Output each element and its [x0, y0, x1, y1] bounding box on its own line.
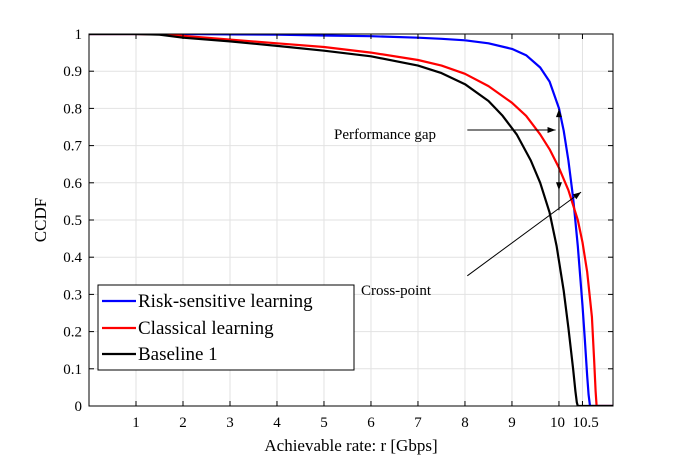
- gap-arrow-down-head: [555, 182, 562, 191]
- y-tick-label: 0.7: [63, 139, 82, 155]
- performance-gap-arrow-head: [547, 126, 556, 133]
- x-tick-label: 10.5: [572, 415, 598, 431]
- cross-point-arrow: [467, 191, 582, 277]
- x-tick-label: 5: [320, 415, 328, 431]
- y-tick-label: 0.6: [63, 176, 82, 192]
- x-tick-label: 10: [550, 415, 565, 431]
- x-axis-label: Achievable rate: r [Gbps]: [264, 436, 437, 455]
- x-tick-label: 2: [179, 415, 187, 431]
- y-tick-label: 1: [75, 27, 83, 43]
- series-line-1: [89, 34, 613, 406]
- y-tick-label: 0.5: [63, 213, 82, 229]
- x-tick-label: 9: [508, 415, 516, 431]
- series-line-0: [89, 34, 613, 406]
- legend-label-classical: Classical learning: [138, 318, 274, 339]
- x-tick-label: 3: [226, 415, 234, 431]
- x-axis-ticks: 1 2 3 4 5 6 7 8 9 10 10.5: [132, 34, 599, 431]
- legend: Risk-sensitive learning Classical learni…: [97, 284, 355, 371]
- y-axis-ticks: 0 0.1 0.2 0.3 0.4 0.5 0.6 0.7 0.8 0.9 1: [63, 27, 613, 415]
- y-tick-label: 0: [75, 399, 83, 415]
- legend-box: [97, 284, 355, 371]
- x-tick-label: 7: [414, 415, 422, 431]
- gap-arrow-up-head: [555, 109, 562, 118]
- annotation-performance-gap: Performance gap: [334, 127, 436, 143]
- y-tick-label: 0.4: [63, 250, 82, 266]
- legend-label-risk-sensitive: Risk-sensitive learning: [138, 291, 313, 312]
- cross-point-arrow-head: [572, 192, 582, 200]
- y-tick-label: 0.8: [63, 101, 82, 117]
- x-tick-label: 6: [367, 415, 375, 431]
- x-tick-label: 1: [132, 415, 140, 431]
- series-layer: [89, 34, 613, 406]
- y-tick-label: 0.2: [63, 325, 82, 341]
- y-tick-label: 0.1: [63, 362, 82, 378]
- y-axis-label: CCDF: [31, 198, 50, 242]
- series-line-2: [89, 34, 613, 406]
- y-tick-label: 0.3: [63, 287, 82, 303]
- annotation-cross-point: Cross-point: [361, 283, 432, 299]
- legend-label-baseline: Baseline 1: [138, 344, 218, 365]
- x-tick-label: 4: [273, 415, 281, 431]
- y-tick-label: 0.9: [63, 64, 82, 80]
- annotation-arrows: [467, 109, 582, 277]
- x-tick-label: 8: [461, 415, 469, 431]
